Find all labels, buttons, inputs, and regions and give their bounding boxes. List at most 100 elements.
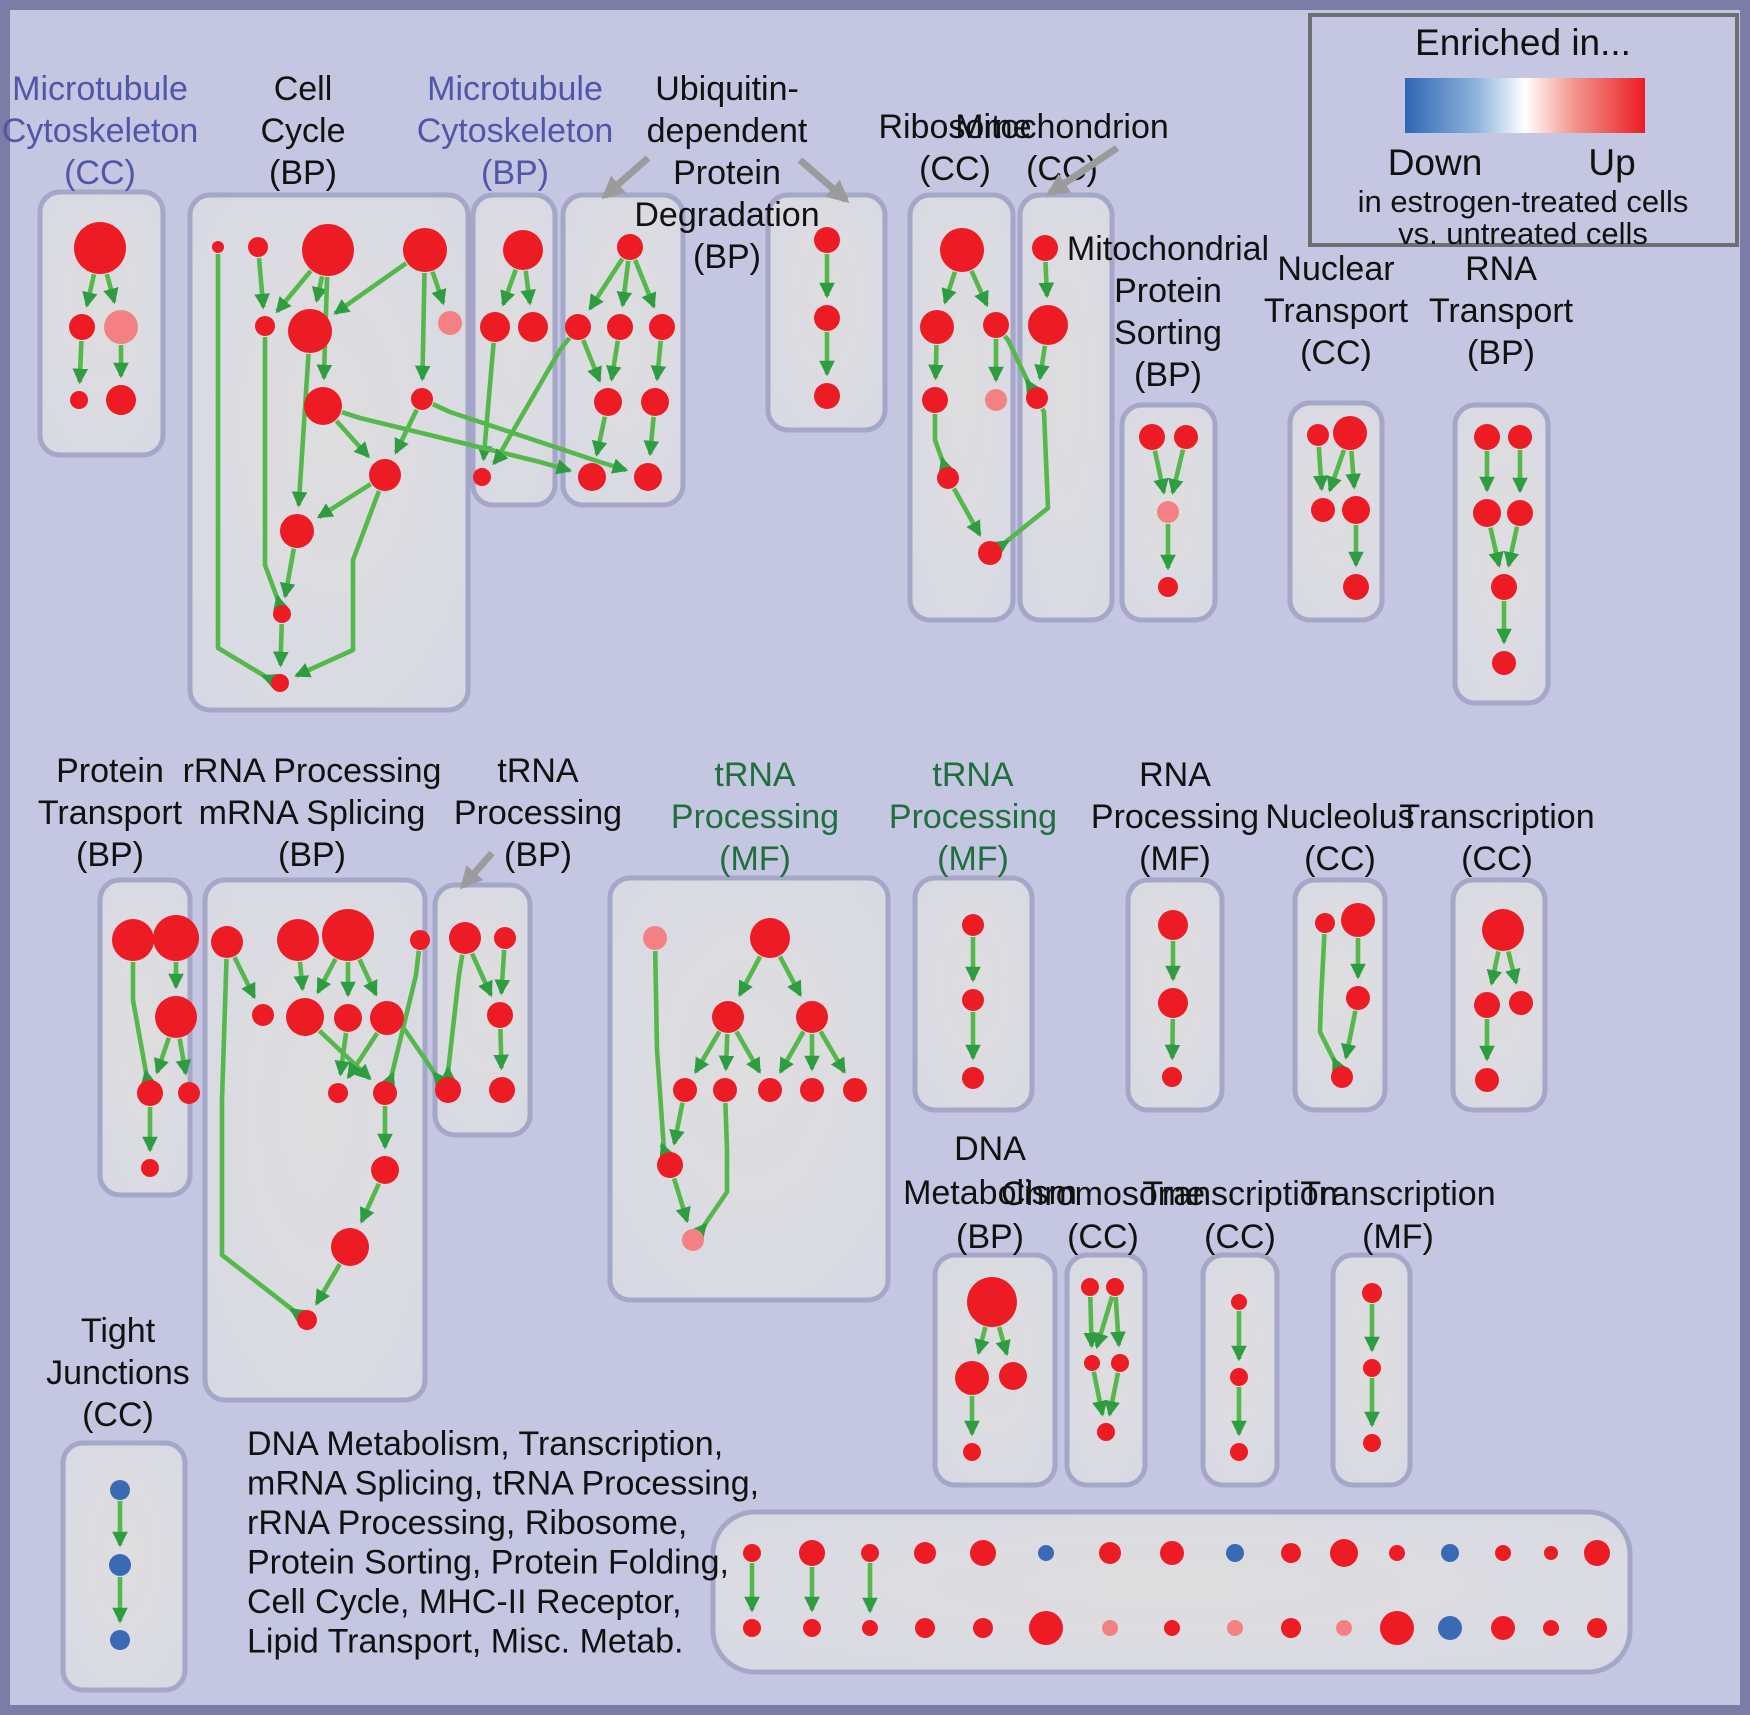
go-term-node-trnamf2-h1 — [962, 914, 984, 936]
edge-mtcc-B-D — [72, 340, 89, 385]
go-term-node-ub-u5 — [594, 388, 622, 416]
edge-cc-n1-n13 — [215, 254, 279, 689]
go-term-node-strip-bt4 — [914, 1542, 936, 1564]
go-term-node-ub-u3 — [607, 314, 633, 340]
edge-mtbp-m2-m4 — [476, 342, 496, 462]
go-term-node-tcc3-f2 — [1230, 1368, 1248, 1386]
go-term-node-strip-bt7 — [1099, 1542, 1121, 1564]
edge-ub-u1-u4 — [633, 259, 657, 309]
go-term-node-mtcc-E — [106, 385, 136, 415]
go-term-node-trnamf1-g10 — [657, 1152, 683, 1178]
go-term-node-mtcc-A — [74, 222, 126, 274]
edge-rnat-t3-t5 — [1488, 527, 1504, 568]
go-term-node-rnap-i1 — [1158, 910, 1188, 940]
edge-trnamf1-g3-g5 — [693, 1030, 722, 1074]
go-term-node-trnamf1-g6 — [713, 1078, 737, 1102]
go-term-node-strip-bt5 — [970, 1540, 996, 1566]
edge-pt-pt3-pt5 — [175, 1038, 192, 1076]
go-term-node-strip-bb7 — [1102, 1620, 1118, 1636]
edge-x-ribo.r3-mito.mm3 — [1002, 334, 1041, 397]
edge-cc-n4-n7 — [430, 271, 447, 306]
cluster-label-pt-label: Protein Transport (BP) — [38, 752, 183, 874]
go-term-node-ub-u4 — [649, 314, 675, 340]
go-term-node-strip-bb11 — [1336, 1620, 1352, 1636]
go-term-node-strip-bt2 — [799, 1540, 825, 1566]
go-term-node-ribo-r3 — [983, 312, 1009, 338]
cluster-label-mtcc-label: Microtubule Cytoskeleton (CC) — [2, 70, 199, 192]
edge-cc-n8-n10 — [334, 419, 371, 459]
go-term-node-cc-n2 — [248, 237, 268, 257]
go-term-node-strip-bb8 — [1164, 1620, 1180, 1636]
label-pointer-arrow-ub-pointer-left — [601, 155, 651, 199]
cluster-label-mps-label: Mitochondrial Protein Sorting (BP) — [1067, 230, 1269, 394]
go-term-node-rrna-s11 — [371, 1156, 399, 1184]
go-term-node-nt-q4 — [1342, 496, 1370, 524]
cluster-label-mtbp-label: Microtubule Cytoskeleton (BP) — [417, 70, 614, 192]
go-term-node-mps-p3 — [1157, 501, 1179, 523]
go-term-node-strip-bb13 — [1438, 1616, 1462, 1640]
go-term-node-nt-q1 — [1307, 424, 1329, 446]
go-term-node-rrna-s13 — [297, 1310, 317, 1330]
go-term-node-cc-n3 — [302, 224, 354, 276]
go-term-node-cc-n1 — [212, 241, 224, 253]
go-term-node-strip-bb16 — [1587, 1618, 1607, 1638]
edge-mtbp-m1-m2 — [500, 268, 518, 307]
cluster-label-ub-label: Ubiquitin-dependent Protein Degradation (BP… — [634, 70, 819, 276]
edge-rnat-t4-t5 — [1503, 526, 1520, 568]
go-term-node-dna-d1 — [967, 1277, 1017, 1327]
go-term-node-trnamf1-g7 — [758, 1078, 782, 1102]
go-term-node-cc-n12 — [273, 605, 291, 623]
go-term-node-strip-bb1 — [743, 1619, 761, 1637]
edge-mtcc-A-B — [82, 273, 98, 308]
cluster-label-nucl-label: Nucleolus (CC) — [1265, 798, 1414, 878]
go-term-node-mtcc-C — [104, 310, 138, 344]
edge-trnamf1-g10-g11 — [671, 1177, 691, 1224]
edge-mtcc-A-C — [103, 273, 119, 305]
go-term-node-rrna-s7 — [334, 1004, 362, 1032]
go-term-node-rrna-s8 — [370, 1001, 404, 1035]
edges-layer — [72, 254, 1528, 1624]
edge-cc-n3-n5 — [275, 269, 313, 314]
edge-rrna-s1-s13 — [219, 958, 307, 1324]
edge-trnamf1-g2-g3 — [737, 955, 763, 997]
edge-x-rrna.s8-trnabp.b4 — [400, 1026, 449, 1089]
legend-up-label: Up — [1588, 142, 1635, 183]
go-term-node-pt-pt6 — [141, 1159, 159, 1177]
go-term-node-trnamf1-g9 — [843, 1078, 867, 1102]
go-term-node-cc-n6 — [288, 309, 332, 353]
go-term-node-mtbp-m2 — [480, 312, 510, 342]
edge-cc-n4-n6 — [333, 261, 408, 315]
labels-layer: Microtubule Cytoskeleton (CC) Cell Cycle (BP)… — [2, 13, 1739, 1661]
go-term-node-strip-bb15 — [1543, 1620, 1559, 1636]
go-term-node-dna-d2 — [955, 1361, 989, 1395]
go-term-node-mtbp-m1 — [503, 230, 543, 270]
go-term-node-trnamf1-g5 — [673, 1078, 697, 1102]
go-term-node-trnabp-b5 — [489, 1077, 515, 1103]
go-term-node-rrna-s6 — [286, 998, 324, 1036]
go-term-node-strip-bt10 — [1281, 1543, 1301, 1563]
go-term-node-rnat-t6 — [1492, 651, 1516, 675]
go-term-node-tj-tj2 — [109, 1554, 131, 1576]
go-term-node-strip-bb5 — [973, 1618, 993, 1638]
go-term-node-rrna-s3 — [322, 909, 374, 961]
go-term-node-strip-bt16 — [1584, 1540, 1610, 1566]
edge-rrna-s7-s9 — [334, 1032, 351, 1077]
go-term-node-chrom-e5 — [1097, 1423, 1115, 1441]
edge-rrna-s2-s6 — [293, 961, 310, 992]
go-term-node-rnat-t4 — [1507, 500, 1533, 526]
edge-trnamf1-g4-g7 — [778, 1030, 806, 1074]
go-term-node-cc-n5 — [255, 316, 275, 336]
go-term-node-mtbp-m4 — [473, 468, 491, 486]
go-term-node-strip-bb3 — [862, 1620, 878, 1636]
edge-cc-n5-n12 — [262, 337, 289, 612]
go-term-node-mito-mm1 — [1032, 235, 1058, 261]
go-term-node-nt-q2 — [1333, 416, 1367, 450]
go-term-node-strip-bt6 — [1038, 1545, 1054, 1561]
cluster-label-trnabp-label: tRNA Processing (BP) — [454, 752, 622, 874]
go-term-node-ribo-r2 — [920, 310, 954, 344]
go-term-node-strip-bt9 — [1226, 1544, 1244, 1562]
go-term-node-trnamf1-g3 — [712, 1001, 744, 1033]
go-term-node-mtbp-m3 — [518, 312, 548, 342]
